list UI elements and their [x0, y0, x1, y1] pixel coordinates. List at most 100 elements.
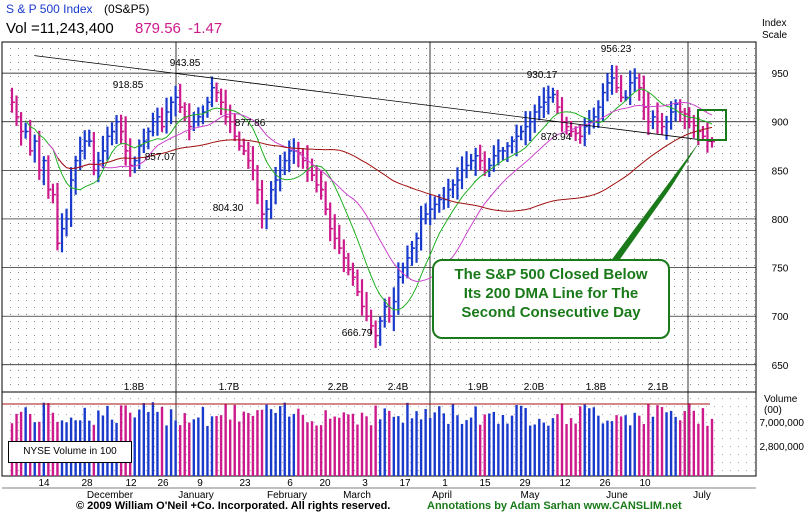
grid-dot: [322, 377, 323, 378]
grid-dot: [658, 146, 659, 147]
grid-dot: [530, 356, 531, 357]
grid-dot: [258, 335, 259, 336]
grid-dot: [250, 83, 251, 84]
grid-dot: [650, 125, 651, 126]
grid-dot: [234, 195, 235, 196]
grid-dot: [186, 223, 187, 224]
grid-dot: [250, 181, 251, 182]
grid-dot: [754, 370, 755, 371]
grid-dot: [274, 223, 275, 224]
grid-dot: [706, 391, 707, 392]
grid-dot: [154, 430, 155, 431]
grid-dot: [50, 132, 51, 133]
grid-dot: [714, 153, 715, 154]
grid-dot: [138, 328, 139, 329]
grid-dot: [626, 188, 627, 189]
grid-dot: [426, 160, 427, 161]
grid-dot: [290, 314, 291, 315]
grid-dot: [642, 48, 643, 49]
grid-dot: [146, 384, 147, 385]
grid-dot: [354, 363, 355, 364]
grid-dot: [386, 202, 387, 203]
grid-dot: [50, 279, 51, 280]
grid-dot: [554, 363, 555, 364]
grid-dot: [642, 139, 643, 140]
grid-dot: [402, 125, 403, 126]
grid-dot: [282, 370, 283, 371]
grid-dot: [298, 48, 299, 49]
grid-dot: [106, 370, 107, 371]
grid-dot: [386, 335, 387, 336]
grid-dot: [570, 195, 571, 196]
grid-dot: [282, 195, 283, 196]
grid-dot: [394, 195, 395, 196]
grid-dot: [226, 209, 227, 210]
grid-dot: [194, 104, 195, 105]
grid-dot: [74, 293, 75, 294]
grid-dot: [434, 146, 435, 147]
grid-dot: [434, 118, 435, 119]
grid-dot: [210, 307, 211, 308]
grid-dot: [450, 118, 451, 119]
grid-dot: [650, 342, 651, 343]
grid-dot: [474, 104, 475, 105]
grid-dot: [570, 258, 571, 259]
grid-dot: [370, 391, 371, 392]
grid-dot: [482, 118, 483, 119]
grid-dot: [378, 307, 379, 308]
grid-dot: [714, 265, 715, 266]
grid-dot: [586, 69, 587, 70]
grid-dot: [634, 181, 635, 182]
grid-dot: [362, 55, 363, 56]
grid-dot: [450, 111, 451, 112]
grid-dot: [122, 153, 123, 154]
grid-dot: [570, 76, 571, 77]
grid-dot: [610, 62, 611, 63]
grid-dot: [746, 216, 747, 217]
grid-dot: [442, 111, 443, 112]
grid-dot: [74, 230, 75, 231]
grid-dot: [394, 265, 395, 266]
grid-dot: [682, 209, 683, 210]
grid-dot: [634, 97, 635, 98]
grid-dot: [162, 314, 163, 315]
grid-dot: [522, 174, 523, 175]
grid-dot: [426, 167, 427, 168]
grid-dot: [522, 125, 523, 126]
grid-dot: [178, 349, 179, 350]
grid-dot: [290, 90, 291, 91]
grid-dot: [186, 188, 187, 189]
grid-dot: [706, 384, 707, 385]
grid-dot: [34, 76, 35, 77]
grid-dot: [82, 244, 83, 245]
grid-dot: [34, 391, 35, 392]
grid-dot: [418, 69, 419, 70]
grid-dot: [690, 370, 691, 371]
grid-dot: [354, 314, 355, 315]
grid-dot: [514, 125, 515, 126]
grid-dot: [426, 48, 427, 49]
grid-dot: [178, 438, 179, 439]
grid-dot: [10, 76, 11, 77]
grid-dot: [290, 370, 291, 371]
grid-dot: [122, 384, 123, 385]
grid-dot: [130, 265, 131, 266]
grid-dot: [210, 216, 211, 217]
grid-dot: [410, 69, 411, 70]
grid-dot: [490, 90, 491, 91]
grid-dot: [450, 83, 451, 84]
grid-dot: [514, 384, 515, 385]
grid-dot: [98, 209, 99, 210]
grid-dot: [258, 384, 259, 385]
grid-dot: [226, 230, 227, 231]
grid-dot: [490, 188, 491, 189]
grid-dot: [554, 174, 555, 175]
grid-dot: [346, 286, 347, 287]
grid-dot: [138, 237, 139, 238]
grid-dot: [626, 391, 627, 392]
grid-dot: [194, 76, 195, 77]
grid-dot: [410, 97, 411, 98]
grid-dot: [274, 251, 275, 252]
grid-dot: [282, 69, 283, 70]
grid-dot: [506, 181, 507, 182]
